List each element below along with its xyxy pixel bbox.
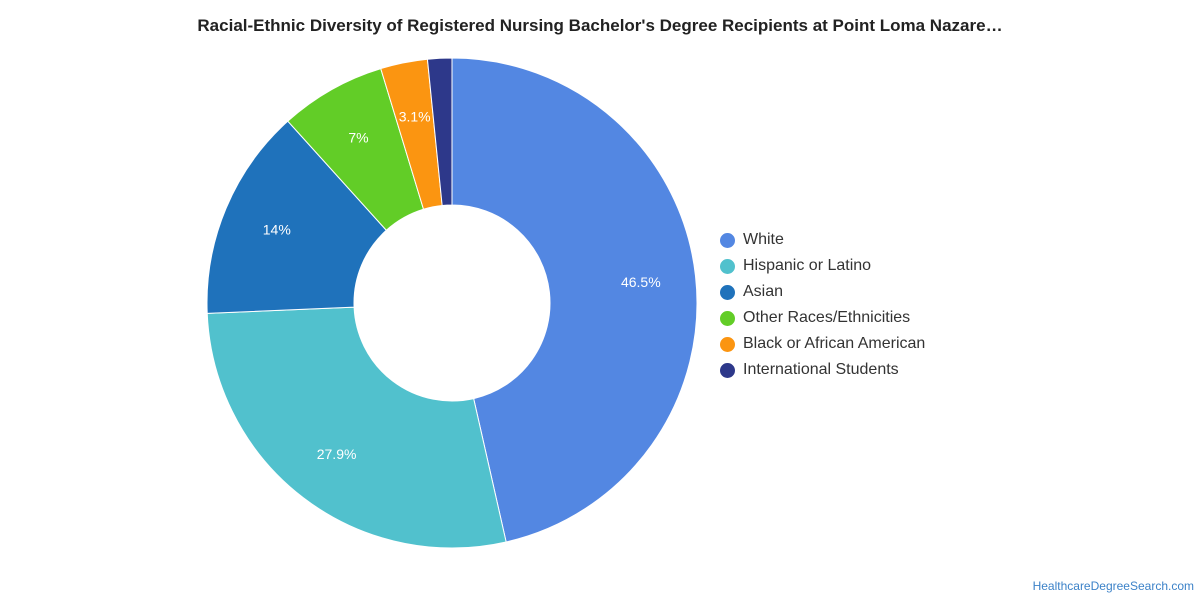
legend-swatch xyxy=(720,336,735,352)
slice-asian[interactable] xyxy=(206,120,388,314)
legend-label: Hispanic or Latino xyxy=(743,257,872,274)
legend-label: International Students xyxy=(743,361,899,378)
legend-label: Other Races/Ethnicities xyxy=(743,309,911,326)
slice-international-students[interactable] xyxy=(426,57,453,207)
legend-label: Asian xyxy=(743,283,784,300)
slice-value-label: 3.1% xyxy=(399,109,431,125)
slice-value-label: 27.9% xyxy=(317,446,357,462)
slice-hispanic-or-latino[interactable] xyxy=(206,306,507,549)
legend-swatch xyxy=(720,232,735,248)
legend-item[interactable]: Asian xyxy=(720,279,925,305)
slice-value-label: 14% xyxy=(263,222,291,238)
legend-swatch xyxy=(720,258,735,274)
legend-item[interactable]: Other Races/Ethnicities xyxy=(720,305,925,331)
legend-label: White xyxy=(743,231,784,248)
legend-item[interactable]: International Students xyxy=(720,357,925,383)
legend-swatch xyxy=(720,284,735,300)
slice-value-label: 46.5% xyxy=(621,274,661,290)
legend-item[interactable]: White xyxy=(720,227,925,253)
chart-title: Racial-Ethnic Diversity of Registered Nu… xyxy=(197,16,1003,35)
legend-swatch xyxy=(720,362,735,378)
source-credit[interactable]: HealthcareDegreeSearch.com xyxy=(1032,579,1194,593)
legend-swatch xyxy=(720,310,735,326)
legend-item[interactable]: Black or African American xyxy=(720,331,925,357)
legend: White Hispanic or Latino Asian Other Races/… xyxy=(720,227,925,383)
legend-item[interactable]: Hispanic or Latino xyxy=(720,253,925,279)
slice-value-label: 7% xyxy=(348,130,368,146)
slice-white[interactable] xyxy=(451,57,698,543)
legend-label: Black or African American xyxy=(743,335,926,352)
